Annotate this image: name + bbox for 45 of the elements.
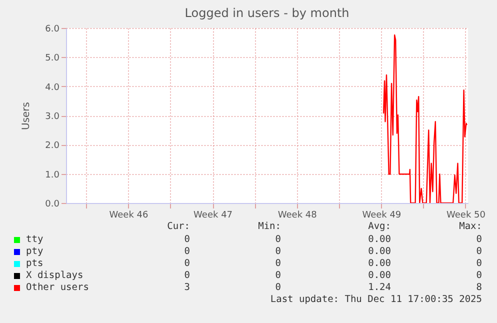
legend-label: pts: [26, 258, 44, 269]
y-tick-label: 3.0: [45, 112, 60, 122]
text: Max:: [459, 221, 482, 232]
text: 0: [275, 246, 281, 257]
x-tick-label: Week 46: [109, 210, 148, 220]
legend-label: X displays: [26, 270, 84, 281]
y-tick-label: 2.0: [45, 141, 60, 152]
x-tick-label: Week 47: [194, 210, 233, 220]
text: 0: [476, 258, 482, 269]
text: 0.00: [368, 246, 391, 257]
text: 0: [476, 234, 482, 245]
text: 0: [275, 234, 281, 245]
text: Cur:: [167, 221, 190, 232]
text: 0: [184, 258, 190, 269]
y-tick-label: 4.0: [45, 82, 60, 93]
text: 0: [476, 246, 482, 257]
text: 3: [184, 282, 190, 293]
text: 1.24: [368, 282, 391, 293]
text: 0: [184, 270, 190, 281]
y-tick-label: 5.0: [45, 54, 60, 64]
text: 0.00: [368, 258, 391, 269]
x-tick-label: Week 49: [362, 210, 402, 220]
legend-label: Other users: [26, 282, 89, 293]
y-tick-label: 1.0: [45, 170, 60, 180]
text: 0: [476, 270, 482, 281]
text: 0: [275, 270, 281, 281]
y-tick-label: 6.0: [45, 24, 60, 34]
legend-label: tty: [26, 234, 44, 245]
text: 0.00: [368, 234, 391, 245]
text: Min:: [258, 221, 281, 232]
text: 0: [275, 282, 281, 293]
y-tick-label: 0.0: [45, 200, 60, 210]
text: 0: [184, 246, 190, 257]
chart-title: Logged in users - by month: [184, 6, 350, 20]
text: Last update: Thu Dec 11 17:00:35 2025: [270, 294, 482, 305]
text: Avg:: [368, 221, 391, 232]
x-tick-label: Week 48: [278, 210, 318, 220]
legend-label: pty: [26, 246, 44, 257]
line-series: [382, 34, 468, 203]
text: 0: [184, 234, 190, 245]
text: 0: [275, 258, 281, 269]
text: 8: [476, 282, 482, 293]
x-tick-label: Week 50: [446, 210, 486, 220]
text: 0.00: [368, 270, 391, 281]
y-axis-title: Users: [21, 102, 32, 130]
